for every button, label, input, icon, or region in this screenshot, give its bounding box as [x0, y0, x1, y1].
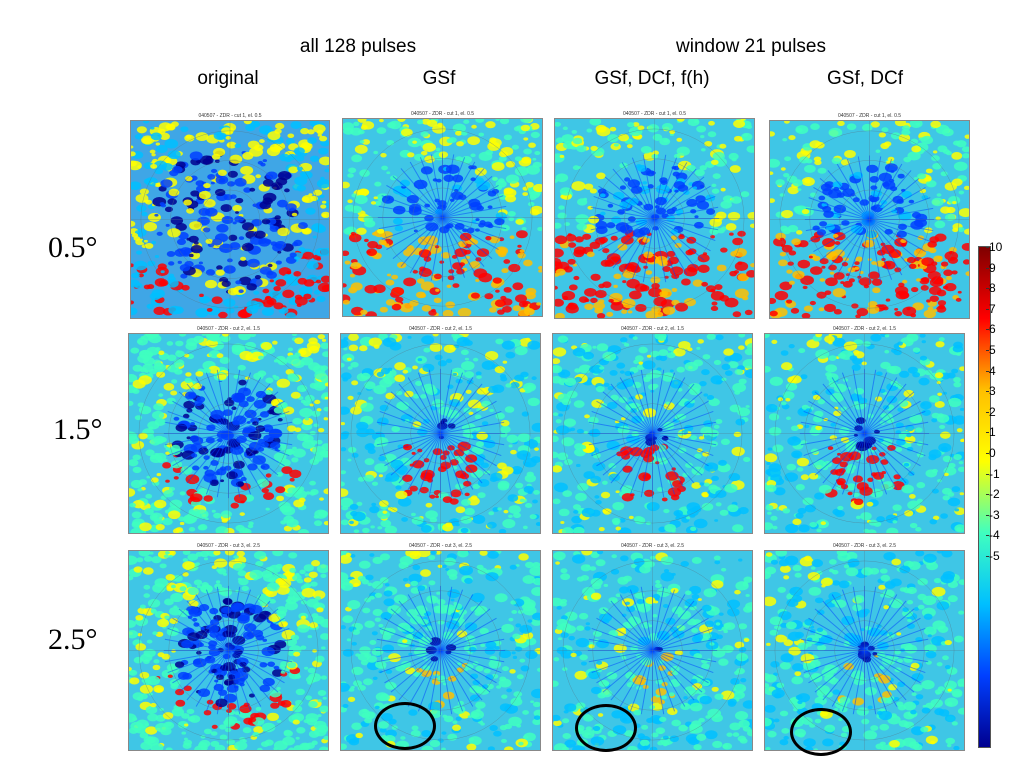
zdr-radar-image: [554, 118, 755, 319]
colorbar-tick-label: 1: [986, 425, 996, 440]
colorbar-tick-label: 2: [986, 404, 996, 419]
panel-title: 040507 - ZDR - cut 1, el. 0.5: [410, 111, 475, 117]
zdr-radar-image: [552, 333, 753, 534]
radar-panel: 040507 - ZDR - cut 1, el. 0.5: [130, 113, 330, 319]
zdr-radar-image: [128, 333, 329, 534]
header-all-128-pulses: all 128 pulses: [299, 36, 417, 57]
row-label-2-5: 2.5°: [48, 623, 98, 656]
highlight-circle: [575, 704, 637, 752]
colorbar-tick-label: -4: [986, 528, 1000, 543]
colorbar-tick-label: 5: [986, 343, 996, 357]
panel-title: 040507 - ZDR - cut 2, el. 1.5: [620, 326, 685, 332]
colorbar-tick-label: 6: [986, 322, 996, 337]
panel-title: 040507 - ZDR - cut 1, el. 0.5: [198, 113, 262, 119]
column-header-gsf: GSf: [422, 68, 456, 89]
colorbar-tick-label: 7: [986, 301, 996, 316]
radar-panel: 040507 - ZDR - cut 2, el. 1.5: [552, 326, 753, 534]
colorbar-tick-label: 0: [986, 446, 996, 460]
zdr-radar-image: [764, 550, 965, 751]
colorbar-tick-label: -2: [986, 487, 1000, 502]
colorbar-tick-label: -1: [986, 466, 1000, 481]
column-header-gsf-dcf: GSf, DCf: [826, 68, 904, 89]
radar-panel: 040507 - ZDR - cut 2, el. 1.5: [764, 326, 965, 534]
highlight-circle: [790, 708, 852, 756]
zdr-radar-image: [128, 550, 329, 751]
radar-panel: 040507 - ZDR - cut 3, el. 2.5: [340, 543, 541, 751]
panel-title: 040507 - ZDR - cut 3, el. 2.5: [832, 543, 897, 549]
panel-title: 040507 - ZDR - cut 2, el. 1.5: [832, 326, 897, 332]
radar-panel: 040507 - ZDR - cut 3, el. 2.5: [764, 543, 965, 751]
radar-panel: 040507 - ZDR - cut 2, el. 1.5: [340, 326, 541, 534]
panel-title: 040507 - ZDR - cut 3, el. 2.5: [620, 543, 685, 549]
radar-panel: 040507 - ZDR - cut 1, el. 0.5: [554, 111, 755, 319]
colorbar-tick-label: 8: [986, 281, 996, 296]
row-label-1-5: 1.5°: [53, 413, 103, 446]
radar-panel: 040507 - ZDR - cut 1, el. 0.5: [769, 113, 970, 319]
radar-panel: 040507 - ZDR - cut 1, el. 0.5: [342, 111, 543, 317]
highlight-circle: [374, 702, 436, 750]
panel-title: 040507 - ZDR - cut 2, el. 1.5: [196, 326, 261, 332]
zdr-radar-image: [130, 120, 330, 319]
colorbar-tick-label: -5: [986, 549, 1000, 563]
panel-title: 040507 - ZDR - cut 3, el. 2.5: [408, 543, 473, 549]
radar-panel: 040507 - ZDR - cut 3, el. 2.5: [128, 543, 329, 751]
colorbar-tick-label: -3: [986, 507, 1000, 522]
panel-title: 040507 - ZDR - cut 2, el. 1.5: [408, 326, 473, 332]
colorbar-tick-label: 3: [986, 384, 996, 399]
zdr-radar-image: [340, 550, 541, 751]
panel-title: 040507 - ZDR - cut 3, el. 2.5: [196, 543, 261, 549]
panel-title: 040507 - ZDR - cut 1, el. 0.5: [837, 113, 902, 119]
colorbar-tick-label: 9: [986, 260, 996, 275]
colorbar-tick-label: 10: [985, 240, 1003, 254]
zdr-radar-image: [342, 118, 543, 317]
row-label-0-5: 0.5°: [48, 231, 98, 264]
header-window-21-pulses: window 21 pulses: [676, 36, 826, 57]
panel-title: 040507 - ZDR - cut 1, el. 0.5: [622, 111, 687, 117]
column-header-original: original: [197, 68, 259, 89]
colorbar-tick-label: 4: [986, 363, 996, 378]
column-header-gsf-dcf-fh: GSf, DCf, f(h): [594, 68, 710, 89]
radar-panel: 040507 - ZDR - cut 2, el. 1.5: [128, 326, 329, 534]
zdr-radar-image: [764, 333, 965, 534]
zdr-radar-image: [340, 333, 541, 534]
zdr-radar-image: [769, 120, 970, 319]
